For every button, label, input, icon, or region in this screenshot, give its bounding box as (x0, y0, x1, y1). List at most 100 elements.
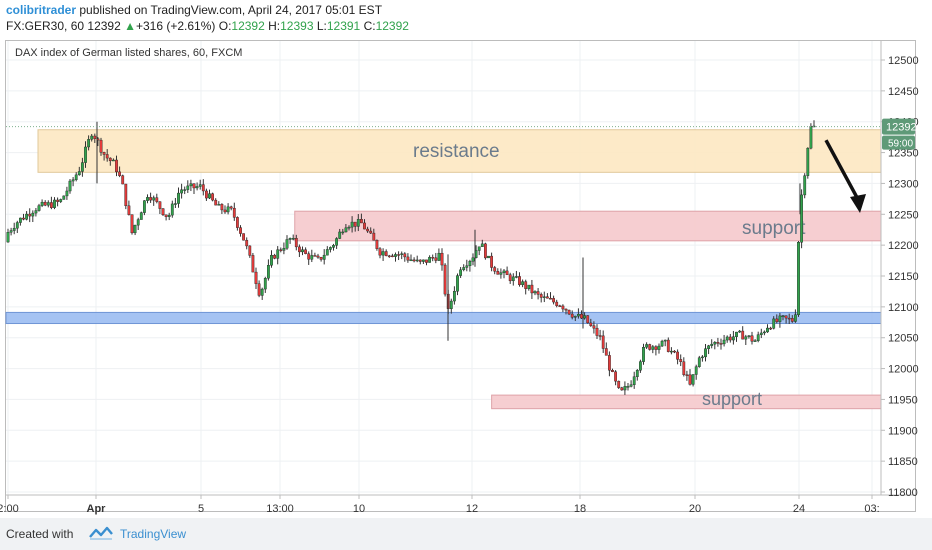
x-tick-label: 03: (864, 503, 879, 515)
candle-body (9, 230, 13, 233)
candle-body (170, 203, 174, 216)
candle-body (201, 184, 205, 192)
candle-body (34, 210, 38, 214)
candle-body (428, 257, 431, 263)
candle-body (15, 222, 19, 229)
y-tick-label: 11800 (888, 487, 918, 499)
candle-body (784, 315, 788, 319)
candle-body (772, 318, 776, 329)
candle-body (77, 171, 81, 176)
x-tick-label: 20 (689, 503, 701, 515)
x-tick-label: 18 (574, 503, 586, 515)
y-tick-label: 12150 (888, 271, 919, 283)
candle-body (257, 283, 261, 296)
candle-body (713, 342, 717, 345)
y-tick-label: 11900 (888, 425, 918, 437)
y-tick-label: 11950 (888, 394, 918, 406)
candle-body (648, 344, 652, 350)
candle-body (384, 251, 388, 257)
candle-body (685, 374, 689, 376)
candle-body (220, 204, 224, 211)
candle-body (595, 327, 599, 336)
tradingview-brand-link[interactable]: TradingView (120, 527, 187, 541)
candle-body (732, 336, 735, 341)
candle-body (356, 219, 360, 227)
zone-label-support-low: support (702, 389, 762, 409)
candle-body (387, 255, 391, 258)
candle-body (691, 374, 695, 385)
candle-body (183, 189, 187, 191)
candle-body (344, 227, 348, 233)
candle-body (604, 348, 608, 356)
candle-body (378, 248, 382, 256)
candle-body (273, 254, 276, 259)
candle-body (22, 217, 25, 220)
candle-body (19, 217, 22, 223)
low-value: 12391 (326, 19, 361, 33)
candle-body (276, 249, 280, 259)
candle-body (487, 255, 490, 259)
candle-body (313, 255, 317, 257)
candle-body (766, 327, 769, 333)
candle-body (369, 230, 373, 234)
author-link[interactable]: colibritrader (6, 3, 77, 17)
candle-body (279, 249, 283, 251)
candle-body (198, 184, 202, 187)
candle-body (735, 331, 738, 337)
candle-body (592, 325, 596, 329)
candle-body (211, 193, 214, 201)
candle-body (573, 315, 577, 318)
candle-body (372, 232, 376, 241)
candle-body (639, 361, 642, 371)
candle-body (704, 348, 707, 358)
candle-body (750, 335, 754, 342)
candle-body (62, 195, 66, 200)
y-tick-label: 12250 (888, 209, 919, 221)
candle-body (744, 336, 748, 340)
candle-body (797, 242, 800, 315)
candle-body (406, 256, 410, 261)
candle-body (418, 259, 422, 262)
candle-body (111, 159, 115, 162)
candle-body (350, 221, 354, 228)
candle-body (425, 259, 428, 263)
candle-body (763, 331, 766, 334)
candle-body (130, 214, 134, 234)
candle-body (781, 315, 785, 317)
candle-body (158, 201, 162, 209)
candle-body (56, 199, 60, 202)
candle-body (632, 376, 636, 385)
x-tick-label: Apr (87, 503, 107, 515)
candle-body (701, 356, 704, 359)
candle-body (412, 259, 416, 262)
candle-body (267, 265, 270, 279)
candle-body (663, 339, 667, 342)
candle-body (462, 267, 466, 271)
zone-support-low (491, 394, 882, 410)
candle-body (716, 342, 720, 344)
up-triangle-icon: ▲ (124, 19, 136, 33)
y-tick-label: 12050 (888, 333, 919, 345)
y-tick-label: 12350 (888, 148, 919, 160)
candle-body (304, 249, 307, 254)
candle-body (242, 233, 245, 241)
footer-bar: Created with TradingView (0, 518, 932, 550)
chart-title: DAX index of German listed shares, 60, F… (15, 47, 243, 59)
publish-line: colibritrader published on TradingView.c… (6, 3, 382, 17)
candle-body (239, 227, 242, 234)
y-tick-label: 12300 (888, 178, 919, 190)
candle-body (229, 206, 233, 209)
candle-body (99, 139, 103, 153)
candle-body (409, 259, 413, 262)
candle-body (449, 300, 453, 309)
candle-body (50, 202, 53, 208)
candle-body (707, 345, 711, 349)
zone-label-resistance: resistance (413, 141, 500, 162)
price-chart[interactable]: resistancesupportsupport1250012450124001… (0, 0, 932, 518)
candle-body (325, 249, 329, 256)
candle-body (673, 350, 676, 353)
arrow-head (850, 194, 866, 214)
candle-body (741, 330, 745, 340)
candle-body (65, 190, 69, 197)
candle-body (756, 334, 760, 341)
